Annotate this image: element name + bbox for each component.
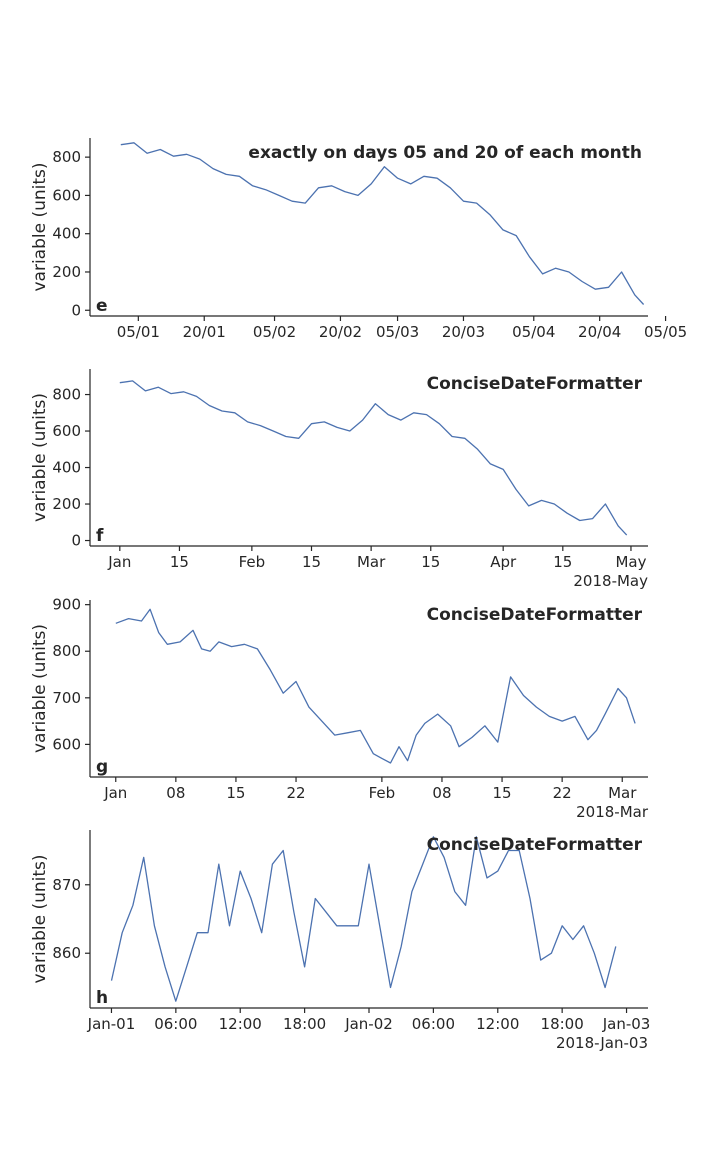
x-tick-label: 08 — [166, 784, 185, 802]
x-tick-label: 12:00 — [219, 1015, 262, 1033]
panel-label: f — [96, 526, 104, 546]
x-tick-label: Jan-03 — [602, 1015, 651, 1033]
x-tick-label: Mar — [357, 553, 386, 571]
panel-e: 0 200 400 600 800 05/01 20/01 05/02 20/02 05/03 20… — [30, 138, 687, 341]
x-tick-label: 15 — [553, 553, 572, 571]
x-tick-label: 20/03 — [442, 323, 485, 341]
x-tick-label: 06:00 — [154, 1015, 197, 1033]
y-tick-label: 800 — [52, 386, 81, 404]
x-tick-label: 12:00 — [476, 1015, 519, 1033]
x-tick-label: 15 — [226, 784, 245, 802]
x-tick-label: Jan — [107, 553, 131, 571]
y-tick-label: 0 — [71, 532, 81, 550]
y-tick-label: 600 — [52, 422, 81, 440]
x-tick-label: Feb — [369, 784, 396, 802]
series-line — [119, 380, 628, 536]
panel-label: e — [96, 296, 108, 316]
x-tick-label: 18:00 — [541, 1015, 584, 1033]
x-tick-label: 15 — [421, 553, 440, 571]
x-offset-label: 2018-Mar — [576, 803, 649, 821]
y-tick-label: 600 — [52, 186, 81, 204]
x-tick-label: Jan-01 — [87, 1015, 136, 1033]
x-tick-label: 15 — [493, 784, 512, 802]
panel-title: ConciseDateFormatter — [427, 835, 643, 855]
panel-title: ConciseDateFormatter — [427, 374, 643, 394]
y-tick-label: 200 — [52, 263, 81, 281]
y-tick-label: 0 — [71, 301, 81, 319]
x-tick-label: 15 — [170, 553, 189, 571]
y-tick-label: 200 — [52, 495, 81, 513]
x-tick-label: 05/02 — [253, 323, 296, 341]
series-line — [115, 608, 636, 764]
x-tick-label: 08 — [432, 784, 451, 802]
x-tick-label: 20/02 — [319, 323, 362, 341]
x-tick-label: 22 — [553, 784, 572, 802]
y-axis-label: variable (units) — [30, 854, 50, 983]
panel-label: g — [96, 757, 108, 777]
x-tick-label: 22 — [286, 784, 305, 802]
y-tick-label: 700 — [52, 689, 81, 707]
x-tick-label: 05/05 — [644, 323, 687, 341]
x-tick-label: 05/04 — [512, 323, 555, 341]
y-tick-label: 400 — [52, 459, 81, 477]
x-tick-label: 20/04 — [578, 323, 621, 341]
panel-label: h — [96, 988, 108, 1008]
x-tick-label: Apr — [490, 553, 517, 571]
y-tick-label: 800 — [52, 642, 81, 660]
y-tick-label: 600 — [52, 735, 81, 753]
panel-g: 600 700 800 900 Jan 08 15 22 Feb 08 15 22 Mar2018-Ma… — [30, 596, 649, 821]
x-tick-label: 06:00 — [412, 1015, 455, 1033]
x-tick-label: Jan-02 — [344, 1015, 393, 1033]
x-offset-label: 2018-Jan-03 — [556, 1034, 648, 1052]
x-tick-label: Mar — [608, 784, 637, 802]
series-line — [110, 836, 617, 1002]
y-axis-label: variable (units) — [30, 393, 50, 522]
panel-title: exactly on days 05 and 20 of each month — [248, 143, 642, 163]
x-tick-label: Jan — [103, 784, 127, 802]
panel-f: 0 200 400 600 800 Jan 15 Feb 15 Mar 15 Apr 15 May2018… — [30, 369, 648, 590]
panel-title: ConciseDateFormatter — [427, 605, 643, 625]
x-tick-label: 05/01 — [117, 323, 160, 341]
series-line — [120, 142, 645, 305]
y-tick-label: 860 — [52, 944, 81, 962]
y-tick-label: 800 — [52, 148, 81, 166]
y-tick-label: 400 — [52, 225, 81, 243]
y-axis-label: variable (units) — [30, 624, 50, 753]
y-tick-label: 900 — [52, 596, 81, 614]
x-tick-label: Feb — [239, 553, 266, 571]
x-tick-label: 15 — [302, 553, 321, 571]
x-offset-label: 2018-May — [573, 572, 648, 590]
x-tick-label: 20/01 — [183, 323, 226, 341]
panel-h: 860 870 Jan-01 06:00 12:00 18:00 Jan-02 06:00 12… — [30, 830, 650, 1052]
x-tick-label: May — [615, 553, 646, 571]
x-tick-label: 05/03 — [376, 323, 419, 341]
y-axis-label: variable (units) — [30, 162, 50, 291]
x-tick-label: 18:00 — [283, 1015, 326, 1033]
y-tick-label: 870 — [52, 876, 81, 894]
